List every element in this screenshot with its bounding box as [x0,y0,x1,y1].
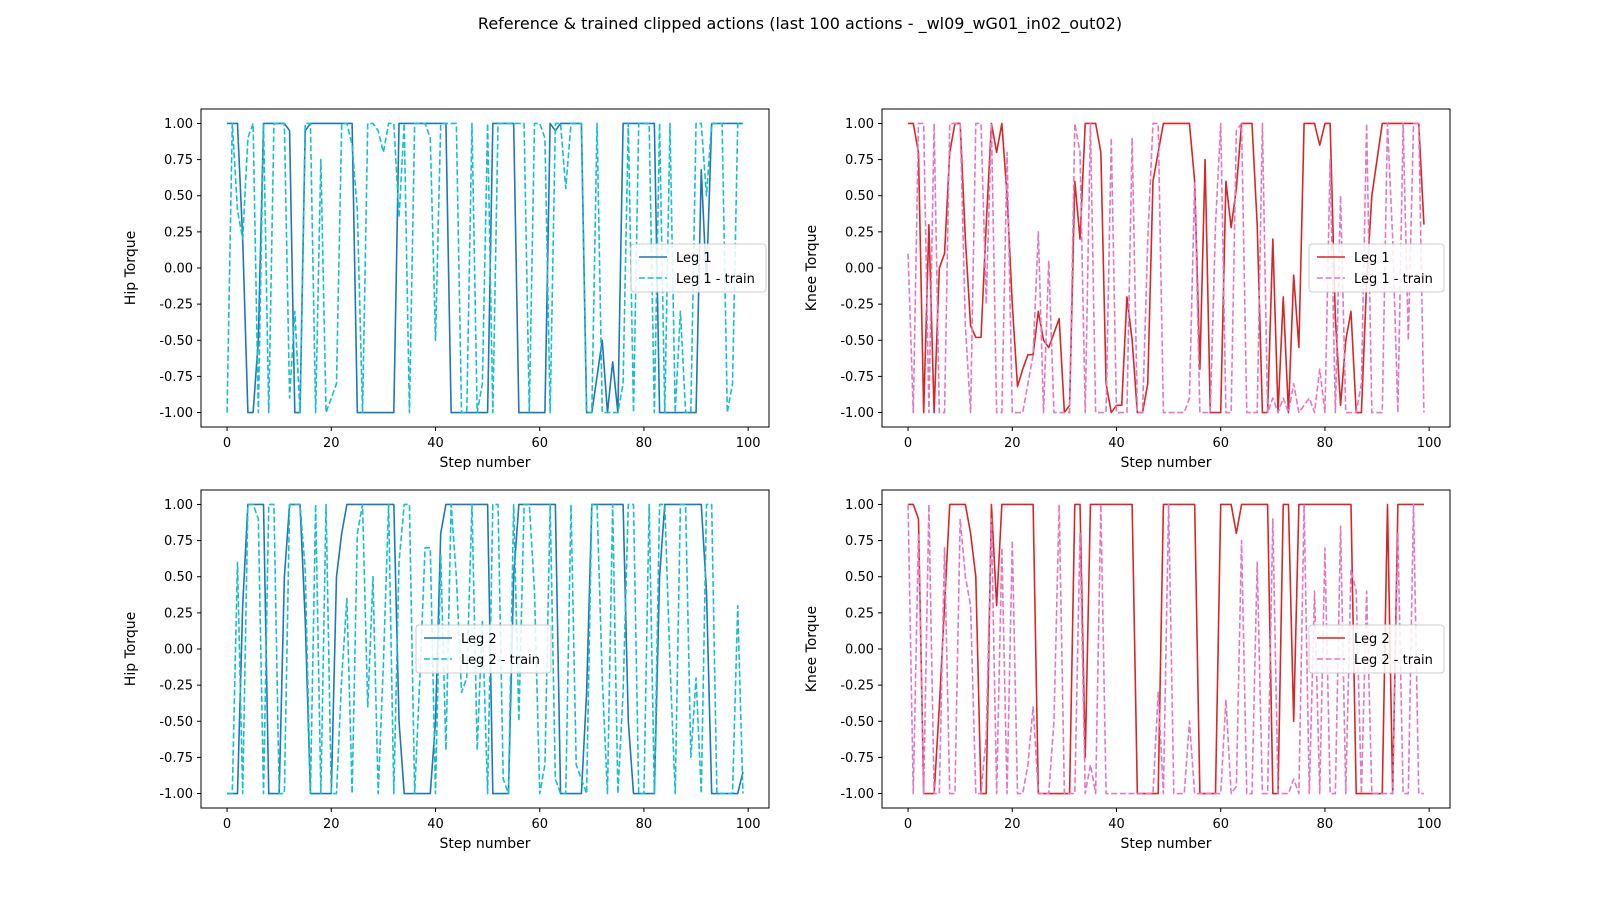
y-tick-label: 1.00 [845,498,874,513]
y-tick-label: -1.00 [159,406,193,421]
x-tick-label: 80 [636,436,653,451]
legend-label: Leg 2 - train [461,653,540,668]
y-tick-label: -1.00 [840,787,874,802]
y-tick-label: 0.75 [164,153,193,168]
y-tick-label: 0.25 [164,606,193,621]
x-tick-label: 0 [223,817,231,832]
y-tick-label: 0.00 [164,262,193,277]
y-tick-label: -0.50 [159,334,193,349]
y-tick-label: 0.25 [845,606,874,621]
series-line-reference [908,122,1425,414]
x-tick-label: 20 [323,817,340,832]
y-tick-label: -0.50 [159,715,193,730]
x-tick-label: 80 [636,817,653,832]
y-tick-label: -0.75 [840,370,874,385]
legend-label: Leg 1 - train [1354,272,1433,287]
legend-box [630,243,767,293]
y-tick-label: 0.25 [845,225,874,240]
legend-label: Leg 2 [461,632,497,647]
y-tick-label: 0.50 [845,189,874,204]
y-tick-label: -0.75 [159,751,193,766]
series-line-reference [908,503,1424,795]
x-axis-label: Step number [1121,455,1212,471]
legend-label: Leg 1 [1354,251,1390,266]
x-tick-label: 60 [531,817,548,832]
figure-title: Reference & trained clipped actions (las… [477,14,1123,33]
x-tick-label: 80 [1317,817,1334,832]
y-tick-label: 0.00 [164,643,193,658]
x-tick-label: 80 [1317,436,1334,451]
series-line-train [227,503,744,795]
legend-box [1308,243,1445,293]
y-axis-label: Knee Torque [804,225,820,311]
x-tick-label: 100 [1417,817,1442,832]
x-tick-label: 40 [427,817,444,832]
legend-label: Leg 1 - train [676,272,755,287]
x-tick-label: 100 [1417,436,1442,451]
x-tick-label: 100 [736,436,761,451]
y-tick-label: 0.00 [845,643,874,658]
y-tick-label: 0.75 [845,153,874,168]
y-tick-label: -1.00 [840,406,874,421]
x-tick-label: 60 [1212,436,1229,451]
y-tick-label: 0.75 [164,534,193,549]
y-tick-label: -0.50 [840,334,874,349]
y-tick-label: 0.50 [164,189,193,204]
y-tick-label: -0.75 [840,751,874,766]
legend-label: Leg 2 - train [1354,653,1433,668]
y-tick-label: 1.00 [164,117,193,132]
x-tick-label: 20 [1004,817,1021,832]
y-axis-label: Hip Torque [123,231,139,305]
y-tick-label: 0.75 [845,534,874,549]
x-tick-label: 0 [904,817,912,832]
legend-box [1308,624,1445,674]
y-tick-label: -0.25 [159,679,193,694]
y-tick-label: -0.50 [840,715,874,730]
y-tick-label: 0.50 [164,570,193,585]
x-tick-label: 20 [1004,436,1021,451]
subplot-1: 0 20 40 60 80 100 -1.00 -0.75 -0.50 -0.25 0.00 0.25… [123,108,770,471]
x-tick-label: 100 [736,817,761,832]
x-tick-label: 40 [427,436,444,451]
y-tick-label: -0.25 [840,679,874,694]
x-axis-label: Step number [440,836,531,852]
subplot-4: 0 20 40 60 80 100 -1.00 -0.75 -0.50 -0.25 0.00 0.25… [804,489,1451,852]
series-line-train [907,122,1425,414]
y-tick-label: 0.25 [164,225,193,240]
y-tick-label: 0.00 [845,262,874,277]
x-axis-label: Step number [440,455,531,471]
legend-box [415,624,552,674]
x-tick-label: 60 [1212,817,1229,832]
x-tick-label: 60 [531,436,548,451]
legend-label: Leg 1 [676,251,712,266]
subplot-3: 0 20 40 60 80 100 -1.00 -0.75 -0.50 -0.25 0.00 0.25… [123,489,770,852]
y-axis-label: Knee Torque [804,606,820,692]
y-tick-label: -0.25 [840,298,874,313]
subplot-2: 0 20 40 60 80 100 -1.00 -0.75 -0.50 -0.25 0.00 0.25… [804,108,1451,471]
y-tick-label: 0.50 [845,570,874,585]
x-tick-label: 0 [904,436,912,451]
y-tick-label: 1.00 [845,117,874,132]
x-tick-label: 40 [1108,817,1125,832]
legend-label: Leg 2 [1354,632,1390,647]
y-tick-label: -0.25 [159,298,193,313]
x-axis-label: Step number [1121,836,1212,852]
y-axis-label: Hip Torque [123,612,139,686]
x-tick-label: 20 [323,436,340,451]
x-tick-label: 40 [1108,436,1125,451]
y-tick-label: 1.00 [164,498,193,513]
series-line-train [907,503,1424,795]
x-tick-label: 0 [223,436,231,451]
y-tick-label: -1.00 [159,787,193,802]
y-tick-label: -0.75 [159,370,193,385]
